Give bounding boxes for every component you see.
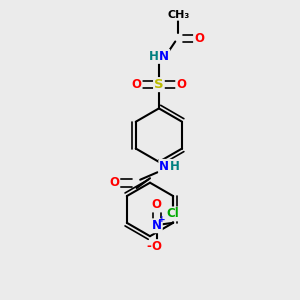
Text: O: O (194, 32, 204, 45)
Text: N: N (152, 219, 162, 232)
Text: O: O (176, 78, 186, 91)
Text: N: N (159, 160, 169, 173)
Text: Cl: Cl (167, 207, 179, 220)
Text: CH₃: CH₃ (167, 10, 189, 20)
Text: O: O (152, 240, 162, 253)
Text: +: + (158, 215, 166, 224)
Text: S: S (154, 78, 164, 91)
Text: H: H (170, 160, 180, 173)
Text: O: O (109, 176, 119, 189)
Text: O: O (152, 199, 162, 212)
Text: N: N (159, 50, 169, 63)
Text: -: - (146, 240, 151, 253)
Text: O: O (132, 78, 142, 91)
Text: H: H (148, 50, 158, 63)
